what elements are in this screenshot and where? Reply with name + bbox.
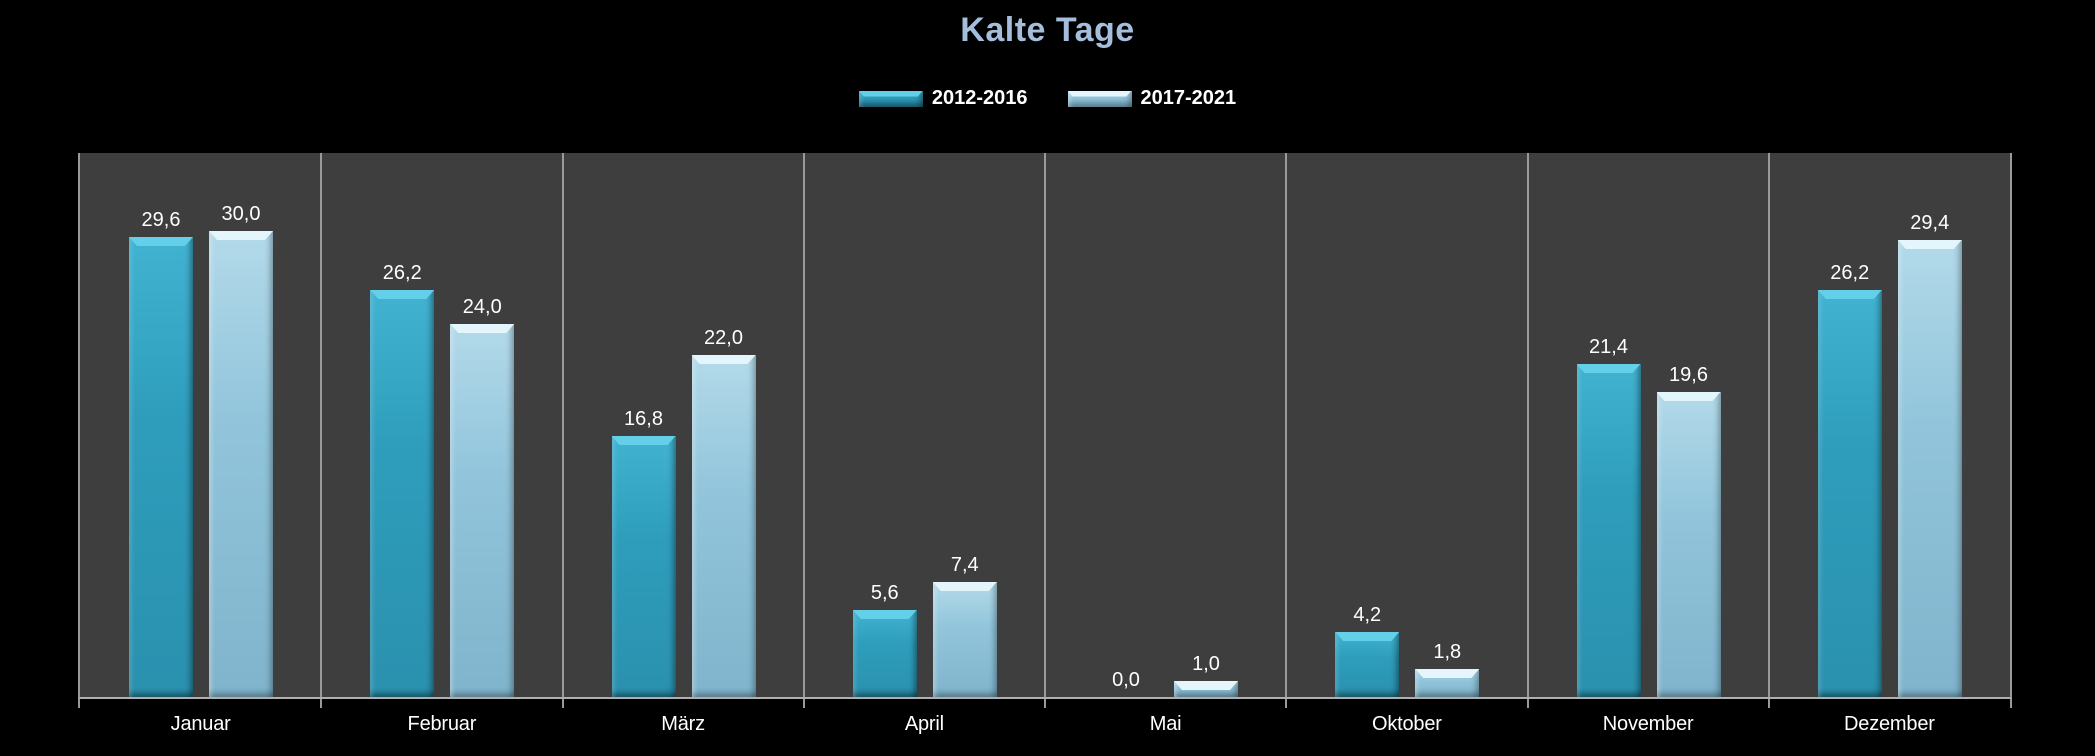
bar-top-bevel [129, 237, 193, 246]
value-label-2017-2021-oktober: 1,8 [1433, 641, 1462, 663]
value-label-2012-2016-dezember: 26,2 [1830, 262, 1870, 284]
value-label-2017-2021-m-rz: 22,0 [704, 327, 743, 349]
bar-2012-2016-oktober [1335, 632, 1400, 697]
legend-item-2012-2016: 2012-2016 [858, 87, 1028, 110]
chart-title: Kalte Tage [960, 11, 1135, 49]
axis-tick [562, 699, 564, 708]
gridline [803, 153, 805, 697]
category-group-m-rz: 16,8 22,0 März [563, 153, 804, 735]
gridline [1768, 153, 1770, 697]
x-axis-label-januar: Januar [170, 713, 231, 735]
bar-2017-2021-april [932, 582, 997, 697]
category-group-dezember: 26,2 29,4 Dezember [1769, 153, 2010, 735]
value-label-2017-2021-januar: 30,0 [221, 203, 261, 225]
bar-top-bevel [612, 436, 676, 445]
axis-tick [1285, 699, 1287, 708]
value-label-2017-2021-november: 19,6 [1669, 364, 1708, 386]
category-group-mai: 0,0 1,0 Mai [1045, 153, 1286, 735]
bar-2017-2021-januar [209, 231, 273, 697]
value-label-2012-2016-mai: 0,0 [1112, 669, 1140, 691]
bar-top-bevel [933, 582, 997, 591]
x-axis-label-m-rz: März [661, 713, 705, 735]
gridline [320, 153, 322, 697]
x-axis-label-dezember: Dezember [1844, 713, 1935, 735]
gridline [1527, 153, 1529, 697]
value-label-2017-2021-april: 7,4 [950, 554, 979, 576]
legend-marker-2017-2021-icon [1067, 90, 1132, 107]
value-label-2017-2021-mai: 1,0 [1192, 653, 1220, 675]
legend: 2012-2016 2017-2021 [0, 87, 2095, 110]
category-group-februar: 26,2 24,0 Februar [321, 153, 562, 735]
value-label-2012-2016-februar: 26,2 [382, 262, 422, 284]
bar-2017-2021-februar [450, 324, 515, 697]
x-axis-label-november: November [1602, 713, 1694, 735]
x-axis-label-april: April [904, 713, 944, 735]
bar-2017-2021-oktober [1415, 669, 1480, 697]
gridline [1044, 153, 1046, 697]
bar-top-bevel [1898, 240, 1962, 249]
plot-area: 29,6 30,0 Januar 26,2 24,0 Februar 16,8 22,0 Mär… [78, 153, 2012, 735]
bar-top-bevel [1415, 669, 1479, 678]
bar-top-bevel [1577, 364, 1641, 373]
category-group-april: 5,6 7,4 April [804, 153, 1045, 735]
value-label-2017-2021-februar: 24,0 [462, 296, 502, 318]
bar-2017-2021-m-rz [691, 355, 756, 697]
bar-2012-2016-november [1576, 364, 1641, 697]
axis-tick [2010, 699, 2012, 708]
legend-item-2017-2021: 2017-2021 [1067, 87, 1237, 110]
axis-tick [78, 699, 80, 708]
legend-marker-bevel [859, 91, 923, 97]
x-axis-label-mai: Mai [1149, 713, 1182, 735]
bar-top-bevel [1657, 392, 1721, 401]
bar-2017-2021-mai [1174, 681, 1238, 697]
bar-top-bevel [370, 290, 434, 299]
axis-tick [1044, 699, 1046, 708]
x-axis-label-oktober: Oktober [1372, 713, 1442, 735]
bar-2017-2021-november [1656, 392, 1721, 697]
axis-tick [803, 699, 805, 708]
axis-tick [1768, 699, 1770, 708]
bar-top-bevel [209, 231, 273, 240]
category-group-november: 21,4 19,6 November [1528, 153, 1769, 735]
bar-2012-2016-dezember [1817, 290, 1882, 697]
value-label-2012-2016-m-rz: 16,8 [624, 408, 663, 430]
value-label-2012-2016-januar: 29,6 [141, 209, 181, 231]
bar-top-bevel [450, 324, 514, 333]
bar-2012-2016-april [852, 610, 917, 697]
gridline [562, 153, 564, 697]
legend-marker-2012-2016-icon [858, 90, 923, 107]
legend-label: 2017-2021 [1140, 87, 1237, 109]
bar-top-bevel [853, 610, 917, 619]
value-label-2012-2016-november: 21,4 [1589, 336, 1628, 358]
value-label-2017-2021-dezember: 29,4 [1910, 212, 1950, 234]
value-label-2012-2016-oktober: 4,2 [1353, 604, 1382, 626]
bar-2012-2016-februar [370, 290, 435, 697]
category-group-januar: 29,6 30,0 Januar [80, 153, 321, 735]
gridline [1285, 153, 1287, 697]
axis-tick [1527, 699, 1529, 708]
bar-top-bevel [692, 355, 756, 364]
bar-top-bevel [1335, 632, 1399, 641]
category-group-oktober: 4,2 1,8 Oktober [1286, 153, 1527, 735]
bar-2012-2016-januar [129, 237, 193, 697]
bar-2012-2016-m-rz [611, 436, 676, 697]
axis-tick [320, 699, 322, 708]
legend-marker-bevel [1068, 91, 1132, 97]
value-label-2012-2016-april: 5,6 [870, 582, 899, 604]
legend-label: 2012-2016 [931, 87, 1028, 109]
bar-top-bevel [1174, 681, 1238, 690]
x-axis-label-februar: Februar [407, 713, 477, 735]
bar-top-bevel [1818, 290, 1882, 299]
bar-2017-2021-dezember [1897, 240, 1962, 697]
